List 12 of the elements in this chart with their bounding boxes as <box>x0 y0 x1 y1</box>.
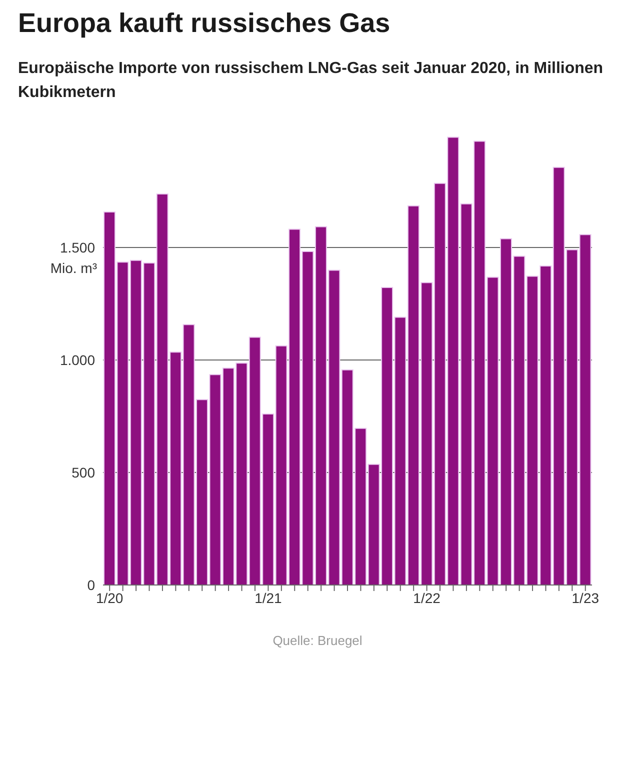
y-tick-label: 0 <box>87 576 96 593</box>
source-note: Quelle: Bruegel <box>272 633 364 648</box>
x-tick-label: 1/20 <box>96 590 124 606</box>
x-tick-label: 1/22 <box>413 590 441 606</box>
y-tick-label: 1.500 <box>60 239 96 256</box>
x-tick-label: 1/23 <box>572 590 600 606</box>
y-tick-label: 1.000 <box>60 352 96 368</box>
y-axis-title: Mio. m³ <box>50 260 98 276</box>
chart-title: Europa kauft russisches Gas <box>18 8 392 39</box>
y-tick-label: 500 <box>72 464 96 480</box>
x-tick-label: 1/21 <box>254 590 282 606</box>
chart-subtitle: Europäische Importe von russischem LNG-Gas seit Januar 2020, in Millionen Kubikmetern <box>18 59 604 103</box>
